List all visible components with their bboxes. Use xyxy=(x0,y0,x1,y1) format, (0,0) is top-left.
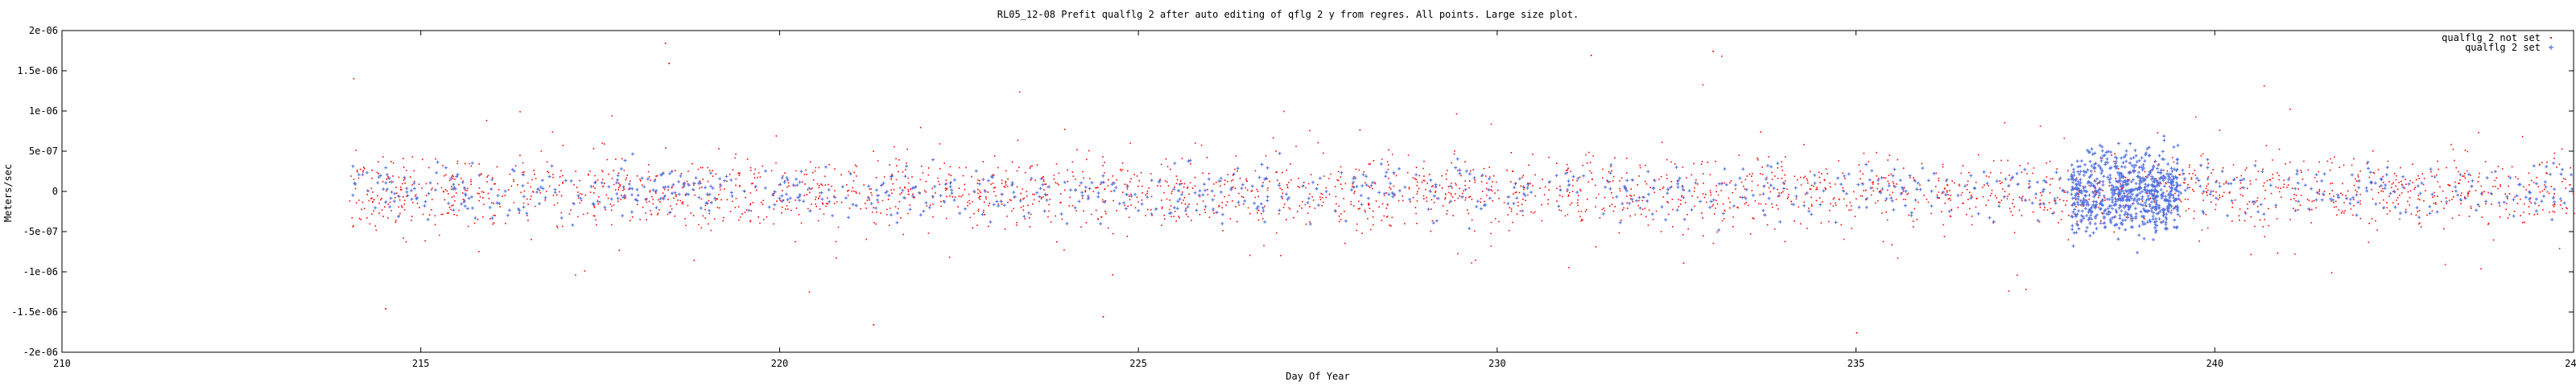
x-tick-label: 245 xyxy=(2565,358,2576,369)
x-tick-label: 235 xyxy=(1847,358,1865,369)
legend-marker-not-set xyxy=(2550,37,2552,39)
x-tick-label: 215 xyxy=(412,358,430,369)
y-tick-label: 0 xyxy=(52,186,58,197)
plot-frame xyxy=(61,30,2574,353)
y-tick-label: 1e-06 xyxy=(29,105,58,117)
legend-label-set: qualflg 2 set xyxy=(2465,42,2541,53)
y-tick-label: 2e-06 xyxy=(29,25,58,36)
x-tick-label: 220 xyxy=(771,358,789,369)
legend-marker-set xyxy=(2549,45,2553,50)
y-axis-label: Meters/sec xyxy=(2,164,14,222)
series-set-marks xyxy=(351,134,2574,255)
x-tick-label: 210 xyxy=(53,358,71,369)
x-axis-label: Day Of Year xyxy=(1286,371,1349,382)
x-tick-label: 225 xyxy=(1129,358,1147,369)
y-tick-label: -2e-06 xyxy=(23,347,58,358)
x-tick-label: 230 xyxy=(1488,358,1506,369)
y-tick-label: 5e-07 xyxy=(29,146,58,157)
series-set-points xyxy=(351,134,2574,255)
y-tick-label: -5e-07 xyxy=(23,226,58,237)
legend-label-not-set: qualflg 2 not set xyxy=(2442,32,2541,43)
x-axis: 210 215 220 225 230 235 240 245 xyxy=(53,31,2576,369)
chart-title: RL05_12-08 Prefit qualflg 2 after auto e… xyxy=(997,9,1579,20)
series-not-set-marks xyxy=(349,43,2575,334)
legend: qualflg 2 not set qualflg 2 set xyxy=(2442,32,2553,53)
y-tick-label: 1.5e-06 xyxy=(17,65,58,76)
y-tick-label: -1e-06 xyxy=(23,266,58,277)
y-axis: -2e-06 -1.5e-06 -1e-06 -5e-07 0 5e-07 1e-06 1.5… xyxy=(11,25,2574,358)
x-tick-label: 240 xyxy=(2206,358,2223,369)
y-tick-label: -1.5e-06 xyxy=(11,306,58,318)
series-not-set-points xyxy=(349,43,2575,334)
